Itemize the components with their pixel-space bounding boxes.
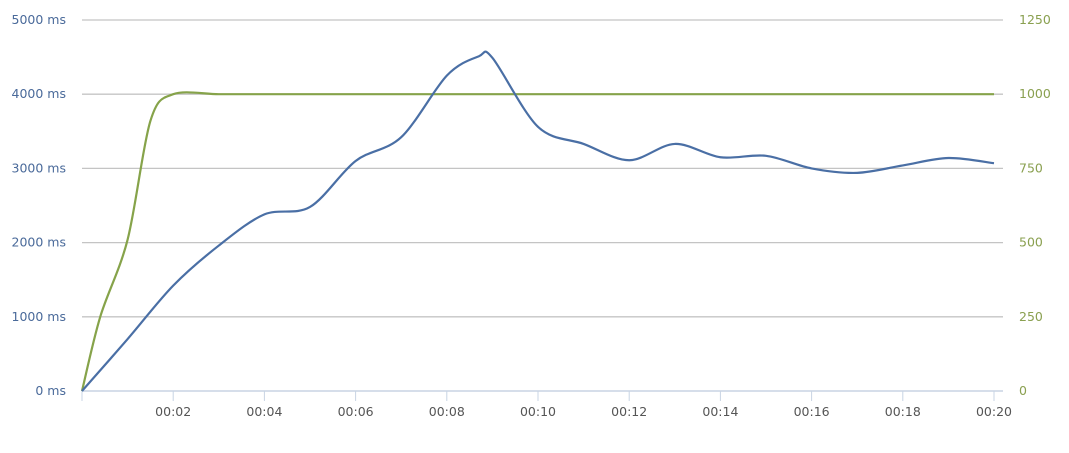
left-axis-tick-label: 1000 ms bbox=[12, 309, 66, 324]
x-axis-tick-label: 00:04 bbox=[246, 404, 282, 419]
right-axis-tick-label: 250 bbox=[1019, 309, 1043, 324]
left-axis-tick-label: 5000 ms bbox=[12, 12, 66, 27]
left-axis-tick-label: 2000 ms bbox=[12, 235, 66, 250]
x-axis-tick-label: 00:12 bbox=[611, 404, 647, 419]
x-axis-tick-label: 00:20 bbox=[976, 404, 1012, 419]
x-axis-tick-label: 00:06 bbox=[338, 404, 374, 419]
right-axis-tick-label: 750 bbox=[1019, 160, 1043, 175]
right-axis-tick-label: 1250 bbox=[1019, 12, 1051, 27]
right-axis-tick-label: 0 bbox=[1019, 383, 1027, 398]
left-axis-tick-label: 4000 ms bbox=[12, 86, 66, 101]
x-axis-tick-label: 00:16 bbox=[794, 404, 830, 419]
users-series-line bbox=[80, 91, 994, 392]
x-axis-tick-label: 00:14 bbox=[702, 404, 738, 419]
response-time-series-line bbox=[81, 50, 995, 392]
left-axis-tick-label: 0 ms bbox=[35, 383, 66, 398]
right-axis-tick-label: 500 bbox=[1019, 235, 1043, 250]
right-axis-tick-label: 1000 bbox=[1019, 86, 1051, 101]
left-axis-tick-label: 3000 ms bbox=[12, 160, 66, 175]
x-axis-tick-label: 00:02 bbox=[155, 404, 191, 419]
x-axis-tick-label: 00:18 bbox=[885, 404, 921, 419]
x-axis-tick-label: 00:10 bbox=[520, 404, 556, 419]
x-axis-tick-label: 00:08 bbox=[429, 404, 465, 419]
